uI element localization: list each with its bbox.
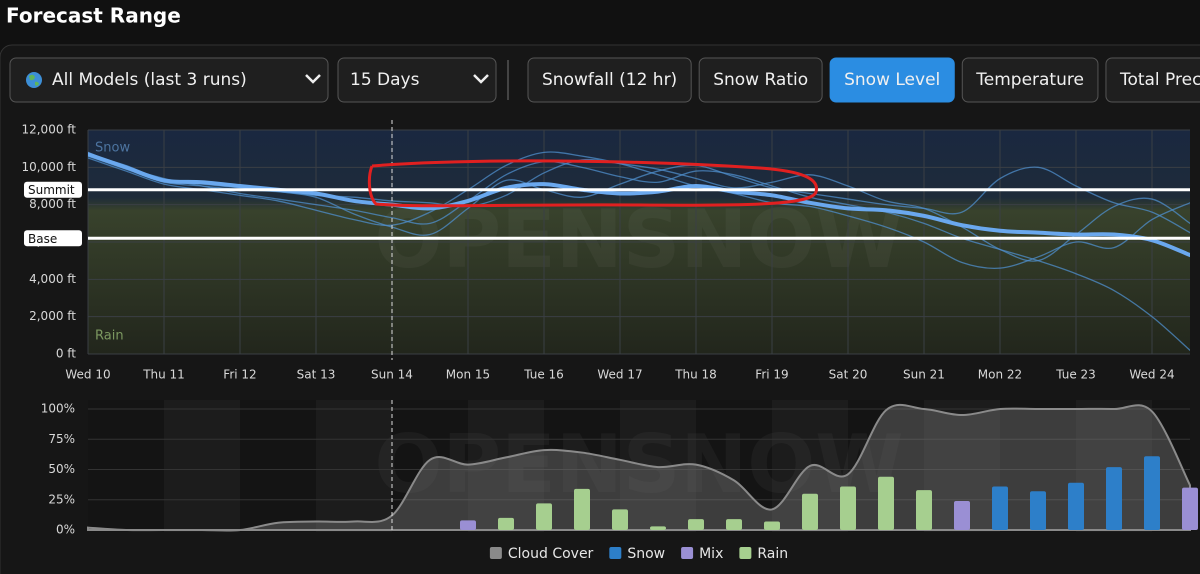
x-tick-label: Fri 19 [755, 368, 788, 382]
precip-bar [1106, 467, 1122, 530]
y-tick-label: 25% [48, 492, 75, 506]
tab-bg [698, 57, 823, 103]
precip-bar [688, 519, 704, 530]
day-band [696, 400, 772, 532]
x-tick-label: Tue 23 [1055, 368, 1096, 382]
x-tick-label: Sat 20 [829, 368, 868, 382]
legend-label: Mix [699, 546, 723, 562]
tab[interactable]: Snow Level [829, 57, 955, 103]
y-tick-label: 50% [48, 462, 75, 476]
tab-bg [829, 57, 955, 103]
tab-label: Total Preci [1119, 70, 1200, 90]
tab-bg [527, 57, 692, 103]
x-tick-label: Mon 22 [978, 368, 1022, 382]
precip-bar [1030, 491, 1046, 530]
y-tick-label: 0% [56, 523, 75, 537]
x-tick-label: Wed 17 [597, 368, 642, 382]
reference-label-bg [24, 181, 82, 198]
chevron [305, 74, 321, 84]
range-select[interactable]: 15 Days [337, 57, 497, 103]
tab-bar: Snowfall (12 hr) Snow Ratio Snow Level Temp… [527, 57, 1200, 103]
legend-swatch [489, 547, 502, 559]
x-tick-label: Tue 16 [523, 368, 564, 382]
tab-label: Snow Ratio [713, 70, 808, 90]
range-select-label: 15 Days [350, 70, 420, 90]
globe-land [29, 74, 39, 86]
model-select[interactable]: All Models (last 3 runs) [9, 57, 329, 103]
precip-bar [954, 500, 970, 530]
legend-label: Snow [627, 546, 665, 562]
chevron [473, 74, 489, 84]
y-tick-label: 10,000 ft [21, 160, 76, 174]
y-tick-label: 8,000 ft [29, 197, 76, 211]
zone-label: Snow [95, 141, 130, 156]
precip-bar [1068, 482, 1084, 530]
tab-label: Snow Level [844, 70, 940, 90]
precip-bar [802, 493, 818, 530]
y-tick-label: 0 ft [56, 347, 76, 361]
precip-bar [612, 509, 628, 530]
legend-swatch [739, 547, 752, 559]
precip-bar [764, 521, 780, 530]
tab-bg [1105, 57, 1200, 103]
model-select-label: All Models (last 3 runs) [52, 70, 247, 90]
x-tick-label: Thu 18 [674, 368, 717, 382]
precip-bar [650, 526, 666, 530]
y-tick-label: 4,000 ft [29, 272, 76, 286]
tab[interactable]: Temperature [961, 57, 1099, 103]
tab[interactable]: Total Preci [1105, 57, 1200, 103]
precip-bar [498, 517, 514, 530]
precip-bar [916, 490, 932, 530]
legend-swatch [681, 547, 694, 559]
x-tick-label: Sun 14 [371, 368, 413, 382]
tab[interactable]: Snowfall (12 hr) [527, 57, 692, 103]
day-band [88, 400, 164, 532]
x-tick-label: Wed 10 [65, 368, 110, 382]
y-tick-label: 2,000 ft [29, 309, 76, 323]
reference-label: Summit [28, 183, 75, 197]
y-tick-label: 75% [48, 432, 75, 446]
tab-bg [961, 57, 1099, 103]
reference-label-bg [24, 230, 82, 247]
reference-label: Base [28, 232, 57, 246]
precip-bar [574, 488, 590, 530]
legend-swatch [609, 547, 622, 559]
tab[interactable]: Snow Ratio [698, 57, 823, 103]
precip-bar [536, 503, 552, 530]
x-tick-label: Wed 24 [1129, 368, 1174, 382]
legend-label: Rain [757, 546, 788, 562]
x-tick-label: Thu 11 [142, 368, 185, 382]
page-title: Forecast Range [6, 4, 181, 28]
x-tick-label: Fri 12 [223, 368, 256, 382]
x-tick-label: Mon 15 [446, 368, 490, 382]
precip-bar [1182, 487, 1198, 530]
model-line [88, 151, 1190, 269]
zone-label: Rain [95, 329, 124, 344]
y-tick-label: 100% [41, 402, 75, 416]
globe-icon [26, 72, 42, 88]
legend: Cloud Cover Snow Mix Rain [489, 546, 788, 562]
precip-bar [878, 476, 894, 530]
tab-label: Temperature [975, 70, 1084, 90]
x-tick-label: Sun 21 [903, 368, 945, 382]
day-band [240, 400, 316, 532]
precip-bar [460, 520, 476, 530]
precip-bar [840, 486, 856, 530]
highlight-annotation [367, 159, 818, 208]
precip-bar [726, 519, 742, 530]
y-tick-label: 12,000 ft [21, 123, 76, 137]
tab-label: Snowfall (12 hr) [542, 70, 677, 90]
legend-label: Cloud Cover [508, 546, 594, 562]
cloud-area [87, 403, 1191, 532]
precip-bar [1144, 456, 1160, 530]
day-band [392, 400, 468, 532]
precip-bar [992, 486, 1008, 530]
x-tick-label: Sat 13 [297, 368, 336, 382]
